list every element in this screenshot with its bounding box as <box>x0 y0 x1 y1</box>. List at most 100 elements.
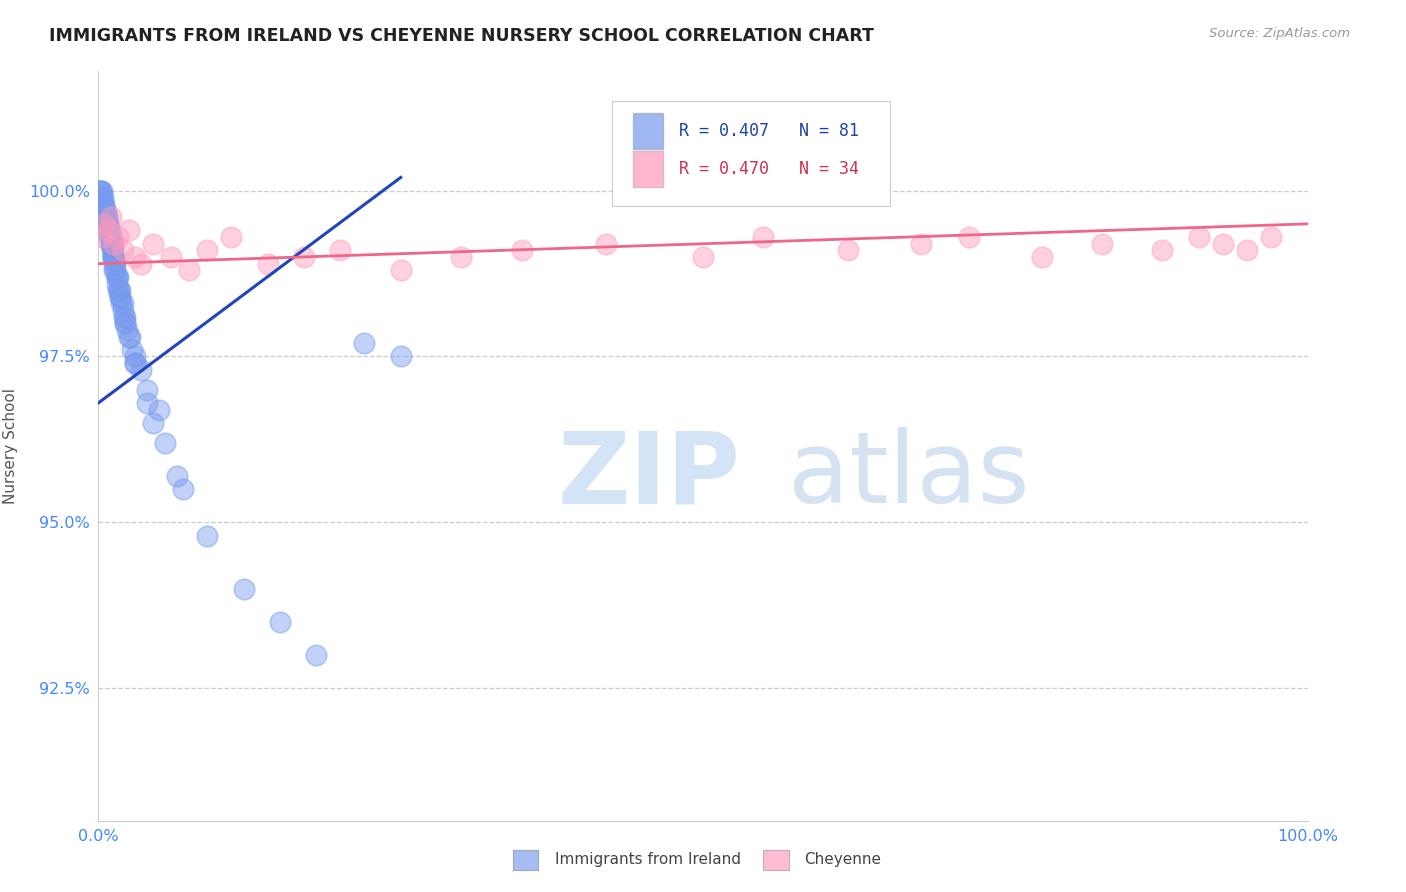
Point <box>153 435 176 450</box>
Point <box>160 250 183 264</box>
Point <box>1091 236 1114 251</box>
Point <box>957 230 980 244</box>
Point <box>100 244 122 258</box>
Point <box>112 310 135 324</box>
Point <box>105 269 128 284</box>
Point <box>135 396 157 410</box>
Point <box>103 263 125 277</box>
Point <box>93 217 115 231</box>
Point <box>389 263 412 277</box>
Point <box>195 528 218 542</box>
Point <box>269 615 291 629</box>
Point <box>124 356 146 370</box>
Point <box>91 197 114 211</box>
Point <box>101 250 124 264</box>
Point <box>91 203 114 218</box>
Point <box>91 190 114 204</box>
Point <box>692 250 714 264</box>
Point <box>172 482 194 496</box>
Point <box>105 277 128 291</box>
Point <box>100 236 122 251</box>
Text: IMMIGRANTS FROM IRELAND VS CHEYENNE NURSERY SCHOOL CORRELATION CHART: IMMIGRANTS FROM IRELAND VS CHEYENNE NURS… <box>49 27 875 45</box>
Point <box>450 250 472 264</box>
Point <box>94 211 117 225</box>
Point <box>114 310 136 324</box>
Point <box>91 197 114 211</box>
Point <box>117 323 139 337</box>
Point <box>1236 244 1258 258</box>
Point <box>118 329 141 343</box>
Point <box>110 296 132 310</box>
Point <box>1031 250 1053 264</box>
Point <box>118 329 141 343</box>
Point <box>179 263 201 277</box>
Point <box>129 257 152 271</box>
Point <box>389 350 412 364</box>
Point <box>124 350 146 364</box>
Point <box>108 283 131 297</box>
Point <box>108 290 131 304</box>
Point <box>103 250 125 264</box>
Point <box>114 316 136 330</box>
Point <box>100 236 122 251</box>
Point <box>129 363 152 377</box>
Point <box>142 236 165 251</box>
Point <box>100 230 122 244</box>
Point <box>97 217 120 231</box>
Point <box>100 230 122 244</box>
Point <box>232 582 254 596</box>
Text: R = 0.470   N = 34: R = 0.470 N = 34 <box>679 160 859 178</box>
Text: atlas: atlas <box>787 427 1029 524</box>
Point <box>97 223 120 237</box>
Point <box>103 257 125 271</box>
Point <box>111 244 134 258</box>
Point <box>837 244 859 258</box>
Point <box>108 290 131 304</box>
Text: Cheyenne: Cheyenne <box>804 853 882 867</box>
FancyBboxPatch shape <box>613 102 890 206</box>
Point <box>111 296 134 310</box>
Text: ZIP: ZIP <box>558 427 741 524</box>
Point <box>101 250 124 264</box>
Point <box>104 257 127 271</box>
Point <box>90 190 112 204</box>
Point <box>148 402 170 417</box>
Point <box>510 244 533 258</box>
Point <box>166 468 188 483</box>
Point <box>256 257 278 271</box>
Point <box>1212 236 1234 251</box>
Point <box>104 263 127 277</box>
Point <box>195 244 218 258</box>
Point <box>98 223 121 237</box>
Point <box>89 184 111 198</box>
Point <box>305 648 328 662</box>
Point <box>94 203 117 218</box>
Text: Source: ZipAtlas.com: Source: ZipAtlas.com <box>1209 27 1350 40</box>
Point <box>98 230 121 244</box>
Point <box>93 203 115 218</box>
Point <box>1152 244 1174 258</box>
Point <box>97 223 120 237</box>
Text: Immigrants from Ireland: Immigrants from Ireland <box>555 853 741 867</box>
Point <box>1260 230 1282 244</box>
Point <box>91 184 114 198</box>
Point <box>142 416 165 430</box>
Point <box>121 343 143 357</box>
Point <box>90 184 112 198</box>
Point <box>89 184 111 198</box>
Point <box>100 236 122 251</box>
Point <box>595 236 617 251</box>
Point <box>124 356 146 370</box>
Point <box>118 223 141 237</box>
FancyBboxPatch shape <box>633 113 664 149</box>
FancyBboxPatch shape <box>633 151 664 186</box>
Point <box>97 217 120 231</box>
Point <box>91 230 114 244</box>
Text: R = 0.407   N = 81: R = 0.407 N = 81 <box>679 122 859 140</box>
Point <box>221 230 243 244</box>
Point <box>91 197 114 211</box>
Point <box>96 211 118 225</box>
Point <box>97 223 120 237</box>
Point <box>96 217 118 231</box>
Point <box>353 336 375 351</box>
